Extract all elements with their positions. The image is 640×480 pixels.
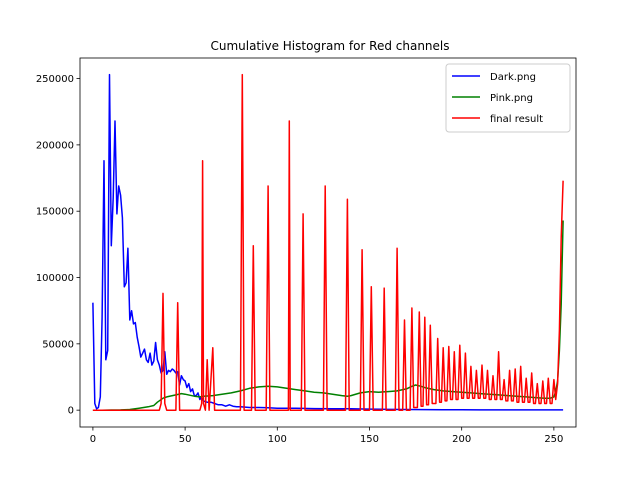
x-tick-label: 0 [90,434,96,445]
x-tick-label: 250 [544,434,563,445]
legend: Dark.png Pink.png final result [445,63,571,133]
series-group [92,73,564,411]
chart-title: Cumulative Histogram for Red channels [210,39,449,53]
y-tick-label: 100000 [36,273,74,284]
x-tick-label: 50 [179,434,192,445]
axes-frame [79,57,577,428]
legend-box [445,63,571,133]
y-axis-ticks: 0 50000 100000 150000 200000 250000 [36,74,80,417]
x-tick-label: 200 [452,434,471,445]
y-tick-label: 200000 [36,140,74,151]
x-tick-label: 150 [360,434,379,445]
legend-label: Pink.png [490,93,533,104]
series-line-2 [92,73,564,411]
y-tick-label: 50000 [42,339,74,350]
legend-label: final result [490,114,543,125]
x-tick-label: 100 [268,434,287,445]
y-tick-label: 250000 [36,74,74,85]
y-tick-label: 0 [68,406,74,417]
series-line-1 [92,220,564,411]
y-tick-label: 150000 [36,207,74,218]
legend-label: Dark.png [490,72,536,83]
x-axis-ticks: 0 50 100 150 200 250 [90,427,563,445]
